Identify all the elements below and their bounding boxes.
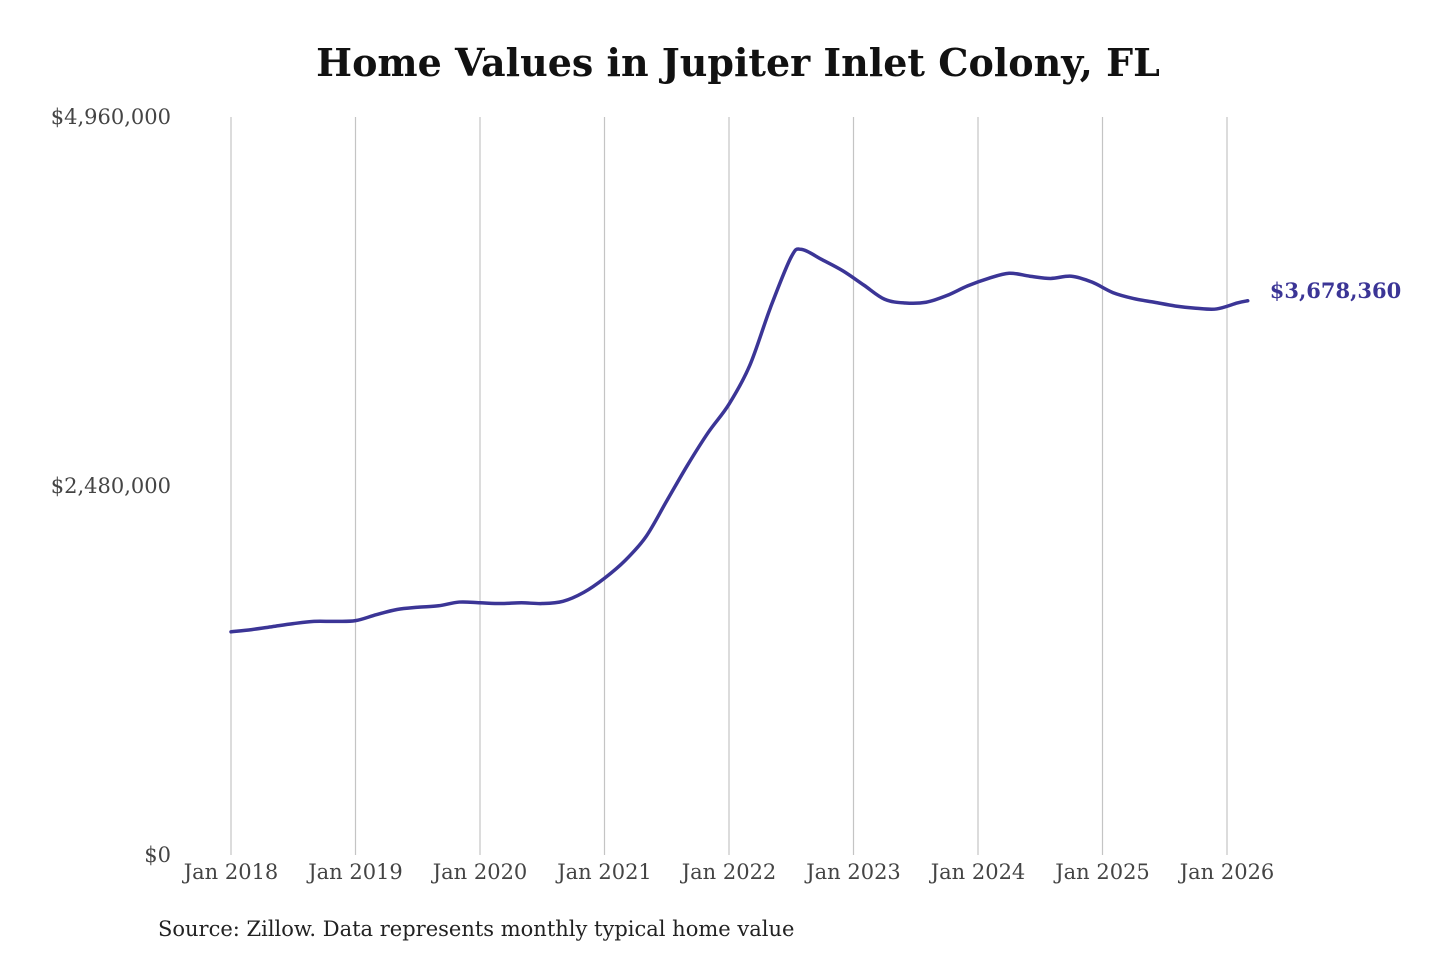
y-axis-ticks: $0 $2,480,000 $4,960,000 xyxy=(51,105,171,867)
home-value-line xyxy=(229,247,1250,634)
y-tick-label: $2,480,000 xyxy=(51,474,171,498)
chart-title: Home Values in Jupiter Inlet Colony, FL xyxy=(316,40,1160,85)
x-tick-label: Jan 2024 xyxy=(929,860,1026,884)
x-tick-label: Jan 2018 xyxy=(182,860,279,884)
x-tick-label: Jan 2020 xyxy=(431,860,528,884)
x-tick-label: Jan 2021 xyxy=(555,860,652,884)
x-axis-ticks: Jan 2018 Jan 2019 Jan 2020 Jan 2021 Jan 2022… xyxy=(182,860,1275,884)
x-tick-label: Jan 2025 xyxy=(1053,860,1150,884)
end-value-label-layer: $3,678,360 xyxy=(1270,278,1402,303)
x-tick-label: Jan 2026 xyxy=(1178,860,1275,884)
x-tick-label: Jan 2019 xyxy=(306,860,403,884)
y-tick-label: $0 xyxy=(144,843,171,867)
source-note: Source: Zillow. Data represents monthly … xyxy=(158,917,795,941)
gridlines xyxy=(230,117,1228,855)
y-tick-label: $4,960,000 xyxy=(51,105,171,129)
x-tick-label: Jan 2023 xyxy=(804,860,901,884)
latest-value-label: $3,678,360 xyxy=(1270,278,1402,303)
x-tick-label: Jan 2022 xyxy=(680,860,777,884)
series-line-layer xyxy=(229,247,1250,634)
